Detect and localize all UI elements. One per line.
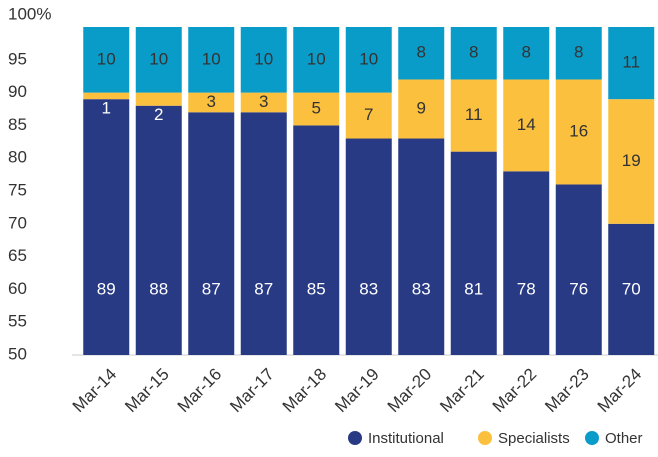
x-tick-label: Mar-17 <box>226 365 278 417</box>
x-tick-label: Mar-23 <box>541 365 593 417</box>
y-tick-label: 95 <box>8 49 27 68</box>
data-label: 87 <box>254 279 273 298</box>
bar-segment <box>398 79 445 139</box>
bar-segment <box>240 112 287 355</box>
data-label: 8 <box>574 43 583 62</box>
bar-segment <box>293 92 340 126</box>
bar-segment <box>555 79 602 185</box>
y-tick-label: 80 <box>8 148 27 167</box>
data-label: 7 <box>364 105 373 124</box>
bar-segment <box>135 27 182 93</box>
data-label: 8 <box>469 43 478 62</box>
data-label: 87 <box>202 279 221 298</box>
data-label: 10 <box>149 49 168 68</box>
x-tick-label: Mar-16 <box>174 365 226 417</box>
y-tick-label: 100% <box>8 4 51 23</box>
y-tick-label: 90 <box>8 82 27 101</box>
y-tick-label: 75 <box>8 180 27 199</box>
y-tick-label: 55 <box>8 312 27 331</box>
data-label: 83 <box>359 279 378 298</box>
data-label: 70 <box>622 279 641 298</box>
bar-segment <box>188 112 235 355</box>
data-label: 3 <box>259 92 268 111</box>
bar-segment <box>293 27 340 93</box>
bar-segment <box>608 99 655 224</box>
data-label: 88 <box>149 279 168 298</box>
bar-segment <box>450 151 497 355</box>
data-label: 8 <box>417 43 426 62</box>
bar-segment <box>345 27 392 93</box>
data-label: 78 <box>517 279 536 298</box>
data-label: 2 <box>154 105 163 124</box>
x-tick-label: Mar-18 <box>279 365 331 417</box>
legend-swatch <box>585 431 599 445</box>
x-tick-label: Mar-24 <box>594 365 646 417</box>
legend-swatch <box>348 431 362 445</box>
data-label: 10 <box>359 49 378 68</box>
bar-segment <box>293 125 340 356</box>
legend-label: Institutional <box>368 430 444 447</box>
data-label: 3 <box>207 92 216 111</box>
bar-segment <box>240 92 287 113</box>
bar-segment <box>450 27 497 80</box>
bar-segment <box>450 79 497 152</box>
bar-segment <box>398 138 445 355</box>
bar-segment <box>345 138 392 355</box>
bar-segment <box>135 92 182 106</box>
legend-swatch <box>478 431 492 445</box>
bar-segment <box>503 171 550 355</box>
legend-label: Specialists <box>498 430 570 447</box>
x-tick-label: Mar-21 <box>436 365 488 417</box>
bar-segment <box>608 27 655 100</box>
x-tick-label: Mar-20 <box>384 365 436 417</box>
x-tick-label: Mar-19 <box>331 365 383 417</box>
bar-segment <box>555 184 602 355</box>
bar-segment <box>503 27 550 80</box>
bar-segment <box>83 27 130 93</box>
data-label: 5 <box>312 98 321 117</box>
y-tick-label: 70 <box>8 213 27 232</box>
bar-segment <box>188 92 235 113</box>
data-label: 76 <box>569 279 588 298</box>
y-tick-label: 65 <box>8 246 27 265</box>
bar-segment <box>188 27 235 93</box>
data-label: 83 <box>412 279 431 298</box>
data-label: 8 <box>522 43 531 62</box>
data-label: 16 <box>569 121 588 140</box>
bar-segment <box>555 27 602 80</box>
bar-segment <box>398 27 445 80</box>
data-label: 85 <box>307 279 326 298</box>
data-label: 11 <box>465 105 483 124</box>
bar-segment <box>83 99 130 355</box>
bar-segment <box>240 27 287 93</box>
data-label: 10 <box>97 49 116 68</box>
bar-segment <box>608 223 655 355</box>
data-label: 1 <box>102 99 111 118</box>
data-label: 10 <box>202 49 221 68</box>
x-tick-label: Mar-15 <box>121 365 173 417</box>
bar-segment <box>83 92 130 100</box>
y-tick-label: 50 <box>8 344 27 363</box>
data-label: 10 <box>307 49 326 68</box>
bar-segment <box>135 105 182 355</box>
x-tick-label: Mar-14 <box>69 365 121 417</box>
data-label: 9 <box>417 98 426 117</box>
legend-label: Other <box>605 430 643 447</box>
data-label: 10 <box>254 49 273 68</box>
data-label: 19 <box>622 151 641 170</box>
y-tick-label: 60 <box>8 279 27 298</box>
data-label: 89 <box>97 279 116 298</box>
x-tick-label: Mar-22 <box>489 365 541 417</box>
bar-segment <box>345 92 392 139</box>
bar-segment <box>503 79 550 172</box>
data-label: 14 <box>517 115 536 134</box>
y-tick-label: 85 <box>8 115 27 134</box>
data-label: 81 <box>464 279 483 298</box>
data-label: 11 <box>622 53 640 72</box>
